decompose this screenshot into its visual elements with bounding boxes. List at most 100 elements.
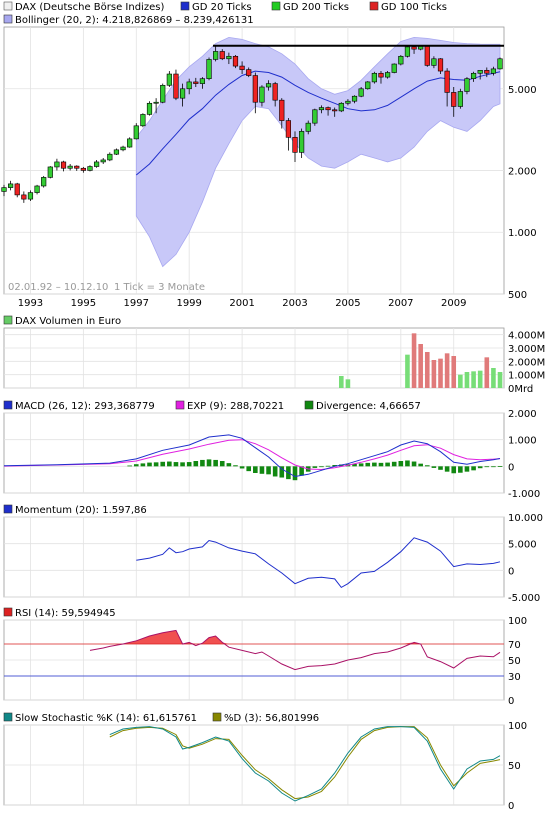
y-tick-label: 50 <box>508 656 521 667</box>
y-tick-label: 1.000 <box>508 436 537 447</box>
divergence-bar <box>391 461 397 467</box>
divergence-bar <box>133 464 139 467</box>
candle-body <box>60 161 67 169</box>
divergence-bar <box>299 466 304 476</box>
divergence-bar <box>358 463 364 467</box>
candle <box>140 113 146 128</box>
y-tick-label: 100 <box>508 616 527 627</box>
divergence-bar <box>180 462 185 467</box>
divergence-bar <box>246 466 252 472</box>
y-tick-label: 5.000 <box>508 85 537 96</box>
legend-label-rsi: RSI (14): 59,594945 <box>15 608 116 619</box>
candle-body <box>299 131 305 153</box>
y-tick-label: 100 <box>508 721 527 732</box>
y-tick-label: 30 <box>508 672 521 683</box>
y-tick-label: 1.000Mrd <box>508 371 545 382</box>
candle <box>431 56 437 69</box>
divergence-bar <box>319 466 324 468</box>
candle-body <box>179 88 186 99</box>
volume-bar <box>438 358 443 388</box>
candle-body <box>272 83 278 101</box>
volume-panel: DAX Volumen in Euro 0Mrd 1.000Mrd 2.000Mrd… <box>3 315 545 395</box>
candle <box>285 118 291 151</box>
candle <box>470 71 477 82</box>
divergence-bar <box>272 466 278 477</box>
tick-interval-label: 1 Tick = 3 Monate <box>114 282 205 293</box>
divergence-bar <box>193 461 199 467</box>
candle-body <box>67 165 73 169</box>
candle <box>1 184 7 197</box>
candle-body <box>457 91 463 107</box>
candle-body <box>34 185 40 193</box>
volume-bar <box>497 372 503 388</box>
candle-body <box>477 70 483 74</box>
candle-body <box>411 46 417 50</box>
candle <box>398 55 404 66</box>
candle <box>351 95 358 104</box>
candle <box>206 57 212 81</box>
candle <box>312 108 318 126</box>
candle <box>404 45 411 58</box>
candle <box>497 57 503 70</box>
candle-body <box>219 51 225 60</box>
y-tick-label: 50 <box>508 761 521 772</box>
divergence-bar <box>239 466 245 469</box>
candle <box>424 45 430 67</box>
legend-label-macd: MACD (26, 12): 293,368779 <box>15 401 155 412</box>
candle-body <box>404 46 411 57</box>
legend-swatch-bollinger <box>3 14 13 24</box>
legend-swatch-dax <box>3 1 13 11</box>
candle <box>153 98 159 114</box>
candle <box>384 71 391 79</box>
candle <box>332 107 338 117</box>
macd-panel: MACD (26, 12): 293,368779 EXP (9): 288,7… <box>3 400 540 500</box>
y-tick-label: 2.000 <box>508 409 537 420</box>
candle-body <box>199 78 206 84</box>
candle <box>272 81 278 107</box>
volume-bar <box>458 374 463 388</box>
candle-body <box>371 72 377 83</box>
candle-body <box>365 81 371 90</box>
candle-body <box>451 92 457 107</box>
candle <box>299 128 305 158</box>
candle-body <box>127 138 133 148</box>
y-tick-label: 70 <box>508 640 521 651</box>
divergence-bar <box>279 466 285 478</box>
candle-body <box>21 194 27 200</box>
legend-swatch-stoch-d <box>212 712 222 722</box>
x-tick-label: 2007 <box>388 298 413 309</box>
candle-body <box>133 125 139 140</box>
candle <box>74 165 80 171</box>
legend-label-stoch-d: %D (3): 56,801996 <box>224 713 319 724</box>
candle <box>358 87 364 98</box>
candle-body <box>166 73 172 86</box>
candle-body <box>27 192 34 200</box>
candle <box>179 83 186 107</box>
divergence-bar <box>411 461 417 467</box>
divergence-bar <box>325 465 331 467</box>
candle <box>265 80 272 91</box>
divergence-bar <box>477 466 483 469</box>
y-tick-label: 2.000Mrd <box>508 357 545 368</box>
candle-body <box>279 99 285 121</box>
legend-swatch-momentum <box>3 504 13 514</box>
candle-body <box>378 72 384 78</box>
momentum-line <box>136 537 501 589</box>
candle <box>173 69 179 101</box>
candle <box>113 148 120 155</box>
candle <box>239 61 245 75</box>
candle <box>378 71 384 84</box>
candle-body <box>41 177 47 187</box>
candle <box>457 88 463 109</box>
y-tick-label: 3.000Mrd <box>508 344 545 355</box>
candle <box>226 52 232 65</box>
candle <box>490 66 497 76</box>
candle <box>14 182 20 198</box>
candle-body <box>265 83 272 88</box>
candle <box>120 145 126 152</box>
divergence-bar <box>352 463 357 467</box>
candle-body <box>47 166 53 178</box>
divergence-bar <box>438 466 443 470</box>
divergence-bar <box>398 461 404 467</box>
candle <box>34 184 40 195</box>
